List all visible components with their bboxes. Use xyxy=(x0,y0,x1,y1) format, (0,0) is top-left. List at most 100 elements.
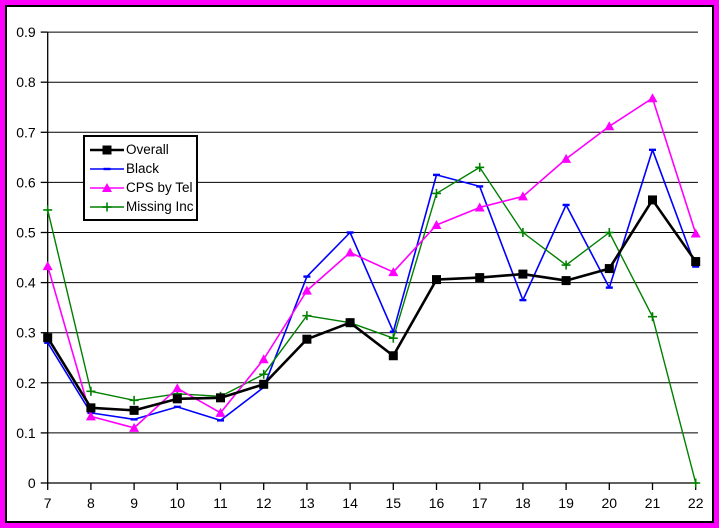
legend-sample-svg xyxy=(90,145,124,154)
x-tick-label: 14 xyxy=(342,495,358,511)
legend-sample-cps-by-tel xyxy=(90,182,124,194)
marker-square xyxy=(561,276,571,286)
x-tick-label: 13 xyxy=(299,495,315,511)
legend-item-cps-by-tel: CPS by Tel xyxy=(90,179,194,197)
legend-label-cps-by-tel: CPS by Tel xyxy=(126,180,193,195)
marker-triangle xyxy=(647,93,658,103)
marker-square xyxy=(172,394,182,404)
legend-sample-svg xyxy=(90,182,124,192)
marker-triangle xyxy=(258,354,269,364)
marker-triangle xyxy=(561,153,572,163)
x-tick-label: 15 xyxy=(386,495,402,511)
y-tick-label: 0.4 xyxy=(16,275,36,291)
marker-square xyxy=(216,393,225,403)
legend-label-black: Black xyxy=(126,161,160,176)
marker-dash xyxy=(433,173,440,177)
marker-dash xyxy=(217,419,224,422)
marker-square xyxy=(475,273,485,283)
marker-square xyxy=(302,334,312,344)
chart-area: 0 0.1 0.2 0.3 0.4 0.5 0.6 0.7 0.8 0.9 7 8 9 10 11 12 13 1… xyxy=(5,5,714,523)
marker-square xyxy=(86,403,96,413)
marker-square xyxy=(129,405,139,415)
y-tick-label: 0.8 xyxy=(16,74,36,90)
y-tick-label: 0.3 xyxy=(16,325,36,341)
legend-label-overall: Overall xyxy=(126,142,169,157)
marker-triangle xyxy=(604,121,615,131)
marker-square xyxy=(432,275,441,285)
marker-dash xyxy=(44,341,52,344)
marker-triangle xyxy=(388,267,399,277)
x-axis-labels: 7 8 9 10 11 12 13 14 15 16 17 18 19 20 21 22 xyxy=(44,495,704,511)
marker-triangle xyxy=(345,247,356,257)
marker-dash xyxy=(130,418,138,421)
x-tick-label: 20 xyxy=(602,495,618,511)
marker-dash xyxy=(173,405,181,409)
line-chart-plot: 0 0.1 0.2 0.3 0.4 0.5 0.6 0.7 0.8 0.9 7 8 9 10 11 12 13 1… xyxy=(16,24,704,511)
marker-square xyxy=(691,257,701,267)
marker-dash xyxy=(692,265,700,268)
marker-square xyxy=(102,145,112,154)
x-tick-label: 22 xyxy=(688,495,704,511)
marker-square xyxy=(43,333,53,343)
legend-sample-svg xyxy=(90,167,124,170)
x-tick-label: 12 xyxy=(256,495,272,511)
marker-triangle xyxy=(517,191,528,201)
x-tick-label: 19 xyxy=(558,495,574,511)
marker-dash xyxy=(303,275,311,278)
marker-square xyxy=(345,318,355,328)
x-tick-label: 10 xyxy=(170,495,186,511)
series-line-black xyxy=(47,149,697,422)
series-overall xyxy=(43,195,701,415)
marker-triangle xyxy=(42,261,53,271)
series-line-overall xyxy=(46,198,697,412)
legend-sample-missing-inc xyxy=(90,201,124,213)
legend-item-overall: Overall xyxy=(90,141,194,159)
y-tick-label: 0.6 xyxy=(16,174,36,190)
marker-triangle xyxy=(172,383,183,393)
series-line-cps-by-tel xyxy=(46,97,697,429)
legend-label-missing-inc: Missing Inc xyxy=(126,199,194,214)
legend-sample-overall xyxy=(90,144,124,156)
y-tick-label: 0.2 xyxy=(16,375,36,391)
x-tick-label: 16 xyxy=(429,495,445,511)
legend-item-black: Black xyxy=(90,160,194,178)
y-tick-label: 0.5 xyxy=(16,225,36,241)
legend: Overall Black CPS by Tel Missing Inc xyxy=(83,135,198,221)
marker-dash xyxy=(476,185,484,188)
marker-triangle xyxy=(301,285,312,295)
y-tick-label: 0.7 xyxy=(16,124,36,140)
marker-dash xyxy=(103,167,111,170)
legend-item-missing-inc: Missing Inc xyxy=(90,198,194,216)
marker-triangle xyxy=(431,219,442,229)
y-tick-label: 0 xyxy=(28,475,36,491)
x-tick-label: 21 xyxy=(645,495,661,511)
x-tick-label: 11 xyxy=(213,495,228,511)
x-tick-label: 9 xyxy=(130,495,138,511)
marker-square xyxy=(259,379,269,389)
marker-square xyxy=(604,264,614,274)
marker-triangle xyxy=(474,202,485,212)
x-axis-ticks xyxy=(47,483,697,490)
marker-dash xyxy=(605,286,613,289)
y-tick-label: 0.9 xyxy=(16,24,36,40)
y-axis-ticks xyxy=(40,31,48,484)
legend-sample-svg xyxy=(90,202,124,211)
marker-dash xyxy=(562,203,570,207)
x-tick-label: 8 xyxy=(87,495,95,511)
x-tick-label: 18 xyxy=(515,495,531,511)
marker-dash xyxy=(346,231,354,234)
marker-dash xyxy=(649,148,656,152)
x-tick-label: 17 xyxy=(472,495,488,511)
marker-triangle xyxy=(102,182,112,192)
marker-square xyxy=(388,351,398,361)
series-line-missing-inc xyxy=(47,166,697,484)
y-axis-labels: 0 0.1 0.2 0.3 0.4 0.5 0.6 0.7 0.8 0.9 xyxy=(16,24,36,491)
marker-square xyxy=(518,269,528,279)
marker-triangle xyxy=(690,228,701,238)
marker-square xyxy=(648,195,657,205)
x-tick-label: 7 xyxy=(44,495,52,511)
y-tick-label: 0.1 xyxy=(16,425,36,441)
marker-dash xyxy=(389,330,397,333)
marker-triangle xyxy=(129,422,140,432)
